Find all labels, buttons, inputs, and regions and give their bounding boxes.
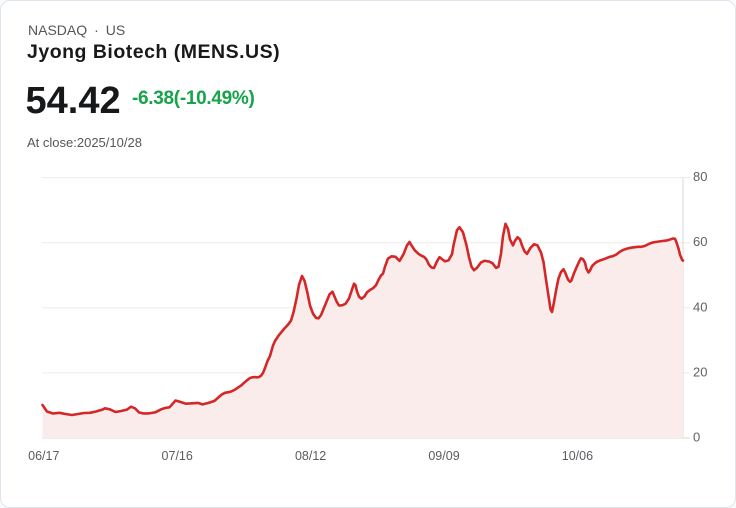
- svg-text:07/16: 07/16: [162, 449, 193, 463]
- svg-text:0: 0: [693, 430, 700, 445]
- svg-text:06/17: 06/17: [28, 449, 59, 463]
- svg-text:40: 40: [693, 299, 707, 314]
- svg-text:08/12: 08/12: [295, 449, 326, 463]
- svg-text:10/06: 10/06: [562, 449, 593, 463]
- svg-text:80: 80: [693, 169, 707, 184]
- svg-text:09/09: 09/09: [428, 449, 459, 463]
- svg-text:20: 20: [693, 364, 707, 379]
- svg-text:60: 60: [693, 234, 707, 249]
